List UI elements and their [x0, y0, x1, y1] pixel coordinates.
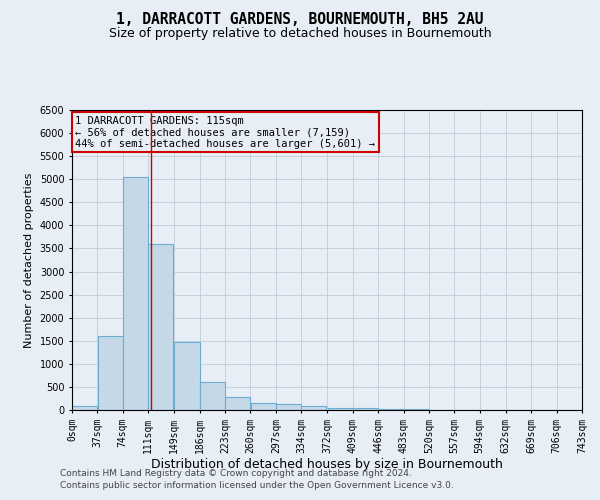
- Text: Contains HM Land Registry data © Crown copyright and database right 2024.: Contains HM Land Registry data © Crown c…: [60, 468, 412, 477]
- Bar: [379, 409, 403, 410]
- Bar: [175, 342, 199, 410]
- Bar: [301, 406, 326, 410]
- Bar: [328, 408, 353, 410]
- Bar: [225, 397, 250, 410]
- Text: 1, DARRACOTT GARDENS, BOURNEMOUTH, BH5 2AU: 1, DARRACOTT GARDENS, BOURNEMOUTH, BH5 2…: [116, 12, 484, 28]
- X-axis label: Distribution of detached houses by size in Bournemouth: Distribution of detached houses by size …: [151, 458, 503, 471]
- Bar: [98, 336, 122, 410]
- Text: 1 DARRACOTT GARDENS: 115sqm
← 56% of detached houses are smaller (7,159)
44% of : 1 DARRACOTT GARDENS: 115sqm ← 56% of det…: [76, 116, 376, 148]
- Bar: [251, 403, 275, 410]
- Text: Size of property relative to detached houses in Bournemouth: Size of property relative to detached ho…: [109, 28, 491, 40]
- Y-axis label: Number of detached properties: Number of detached properties: [24, 172, 34, 348]
- Bar: [200, 382, 225, 410]
- Bar: [276, 404, 301, 410]
- Bar: [148, 244, 173, 410]
- Bar: [353, 408, 378, 410]
- Bar: [72, 406, 97, 410]
- Text: Contains public sector information licensed under the Open Government Licence v3: Contains public sector information licen…: [60, 481, 454, 490]
- Bar: [123, 177, 148, 410]
